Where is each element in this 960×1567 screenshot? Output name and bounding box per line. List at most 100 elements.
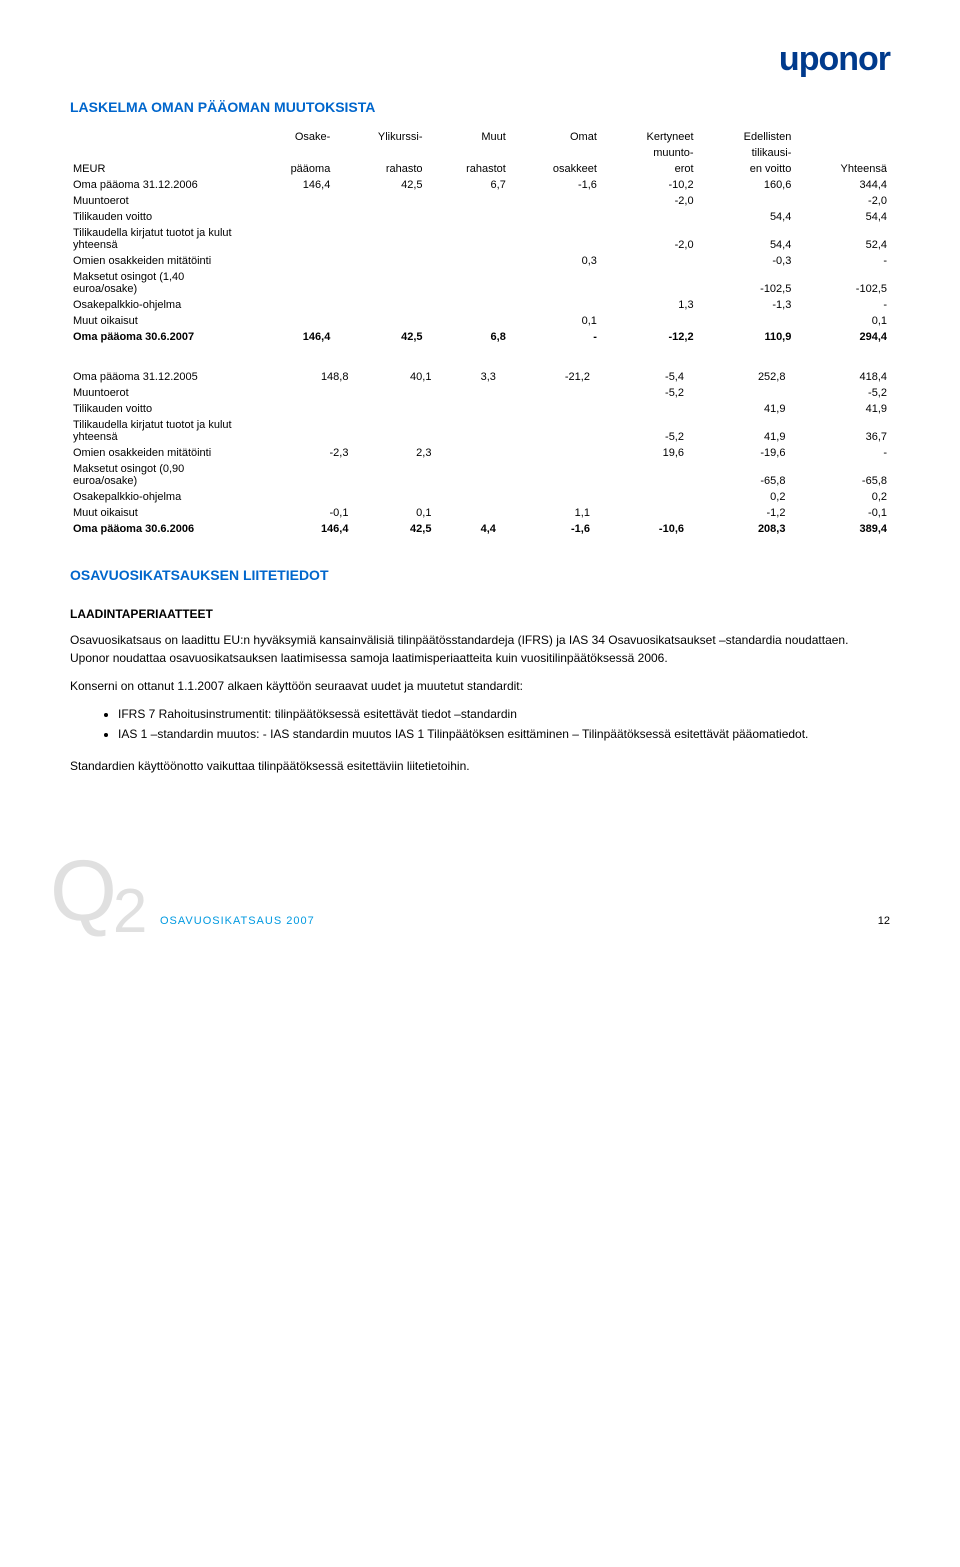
cell: 146,4 <box>250 521 351 537</box>
row-label: Muut oikaisut <box>70 313 250 329</box>
cell <box>250 297 333 313</box>
cell <box>593 461 687 489</box>
cell: 41,9 <box>687 401 788 417</box>
cell: -5,2 <box>593 385 687 401</box>
cell: 6,7 <box>426 177 509 193</box>
cell <box>250 253 333 269</box>
cell: -102,5 <box>794 269 890 297</box>
cell: 160,6 <box>697 177 795 193</box>
table-row: Oma pääoma 31.12.2005148,840,13,3-21,2-5… <box>70 369 890 385</box>
cell: 0,2 <box>687 489 788 505</box>
cell: 54,4 <box>794 209 890 225</box>
cell <box>250 461 351 489</box>
standards-list: IFRS 7 Rahoitusinstrumentit: tilinpäätök… <box>70 705 890 743</box>
row-label: Tilikaudella kirjatut tuotot ja kulut yh… <box>70 417 250 445</box>
cell <box>499 445 593 461</box>
list-item: IFRS 7 Rahoitusinstrumentit: tilinpäätök… <box>118 705 890 723</box>
cell <box>687 385 788 401</box>
cell <box>426 225 509 253</box>
cell <box>250 417 351 445</box>
cell <box>333 269 425 297</box>
cell <box>333 313 425 329</box>
footer-page: 12 <box>878 915 890 927</box>
cell <box>509 209 600 225</box>
cell: -5,2 <box>788 385 890 401</box>
row-label: Omien osakkeiden mitätöinti <box>70 253 250 269</box>
cell: 1,1 <box>499 505 593 521</box>
table-row: Maksetut osingot (1,40 euroa/osake)-102,… <box>70 269 890 297</box>
col-h: Edellisten <box>697 129 795 145</box>
equity-table-1: Osake- Ylikurssi- Muut Omat Kertyneet Ed… <box>70 129 890 345</box>
cell: 54,4 <box>697 225 795 253</box>
logo-text: uponor <box>779 40 890 79</box>
cell <box>250 225 333 253</box>
cell <box>593 505 687 521</box>
col-h: erot <box>600 161 697 177</box>
row-label: Oma pääoma 31.12.2005 <box>70 369 250 385</box>
col-h: pääoma <box>250 161 333 177</box>
cell: 148,8 <box>250 369 351 385</box>
table-row: Omien osakkeiden mitätöinti-2,32,319,6-1… <box>70 445 890 461</box>
table-row: Tilikaudella kirjatut tuotot ja kulut yh… <box>70 225 890 253</box>
row-label: Oma pääoma 31.12.2006 <box>70 177 250 193</box>
cell: -1,6 <box>509 177 600 193</box>
row-label: Muuntoerot <box>70 193 250 209</box>
cell: -10,6 <box>593 521 687 537</box>
cell: 2,3 <box>351 445 434 461</box>
cell <box>434 461 498 489</box>
cell: 41,9 <box>687 417 788 445</box>
table-header-row: Osake- Ylikurssi- Muut Omat Kertyneet Ed… <box>70 129 890 145</box>
table-row: Tilikauden voitto41,941,9 <box>70 401 890 417</box>
cell: 146,4 <box>250 329 333 345</box>
cell: 42,5 <box>333 177 425 193</box>
table-row: Tilikaudella kirjatut tuotot ja kulut yh… <box>70 417 890 445</box>
cell <box>250 385 351 401</box>
col-h: en voitto <box>697 161 795 177</box>
cell: -1,6 <box>499 521 593 537</box>
table-row: Muuntoerot -5,2 -5,2 <box>70 385 890 401</box>
cell <box>600 269 697 297</box>
footer: Q2 OSAVUOSIKATSAUS 2007 12 <box>70 865 890 935</box>
row-label: Omien osakkeiden mitätöinti <box>70 445 250 461</box>
sub-title: LAADINTAPERIAATTEET <box>70 607 890 621</box>
col-h: Kertyneet <box>600 129 697 145</box>
row-label: Muuntoerot <box>70 385 250 401</box>
cell <box>697 193 795 209</box>
cell: 344,4 <box>794 177 890 193</box>
row-label: Oma pääoma 30.6.2007 <box>70 329 250 345</box>
q2-watermark: Q2 <box>50 848 143 943</box>
row-label: Maksetut osingot (0,90 euroa/osake) <box>70 461 250 489</box>
cell: 1,3 <box>600 297 697 313</box>
cell: 40,1 <box>351 369 434 385</box>
col-h: MEUR <box>70 161 250 177</box>
cell: - <box>509 329 600 345</box>
cell <box>351 489 434 505</box>
table-row: Muuntoerot -2,0 -2,0 <box>70 193 890 209</box>
cell: -10,2 <box>600 177 697 193</box>
cell: -5,4 <box>593 369 687 385</box>
cell <box>434 417 498 445</box>
cell <box>426 209 509 225</box>
cell <box>499 461 593 489</box>
table-row: Oma pääoma 30.6.2007146,442,56,8--12,211… <box>70 329 890 345</box>
row-label: Oma pääoma 30.6.2006 <box>70 521 250 537</box>
cell <box>333 209 425 225</box>
cell <box>426 193 509 209</box>
cell: 294,4 <box>794 329 890 345</box>
col-h: Ylikurssi- <box>333 129 425 145</box>
cell <box>499 417 593 445</box>
cell: -2,0 <box>794 193 890 209</box>
cell: 0,1 <box>509 313 600 329</box>
col-h: rahasto <box>333 161 425 177</box>
col-h: muunto- <box>600 145 697 161</box>
col-h: Osake- <box>250 129 333 145</box>
cell <box>509 269 600 297</box>
cell <box>351 417 434 445</box>
footer-text: OSAVUOSIKATSAUS 2007 <box>160 915 315 927</box>
cell <box>250 209 333 225</box>
paragraph: Konserni on ottanut 1.1.2007 alkaen käyt… <box>70 677 890 695</box>
cell <box>434 385 498 401</box>
cell: -2,0 <box>600 193 697 209</box>
cell: -2,3 <box>250 445 351 461</box>
cell: -0,1 <box>788 505 890 521</box>
